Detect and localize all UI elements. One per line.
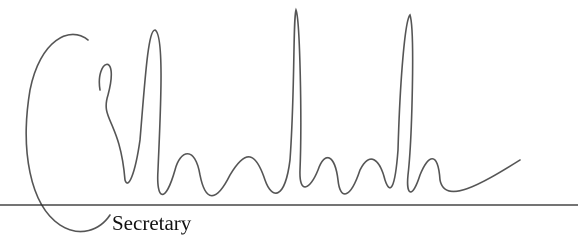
signature-area	[0, 0, 578, 250]
signature-role: Secretary	[112, 211, 191, 236]
signature	[26, 10, 520, 232]
page: Secretary (() => { const data = JSON.par…	[0, 0, 578, 250]
